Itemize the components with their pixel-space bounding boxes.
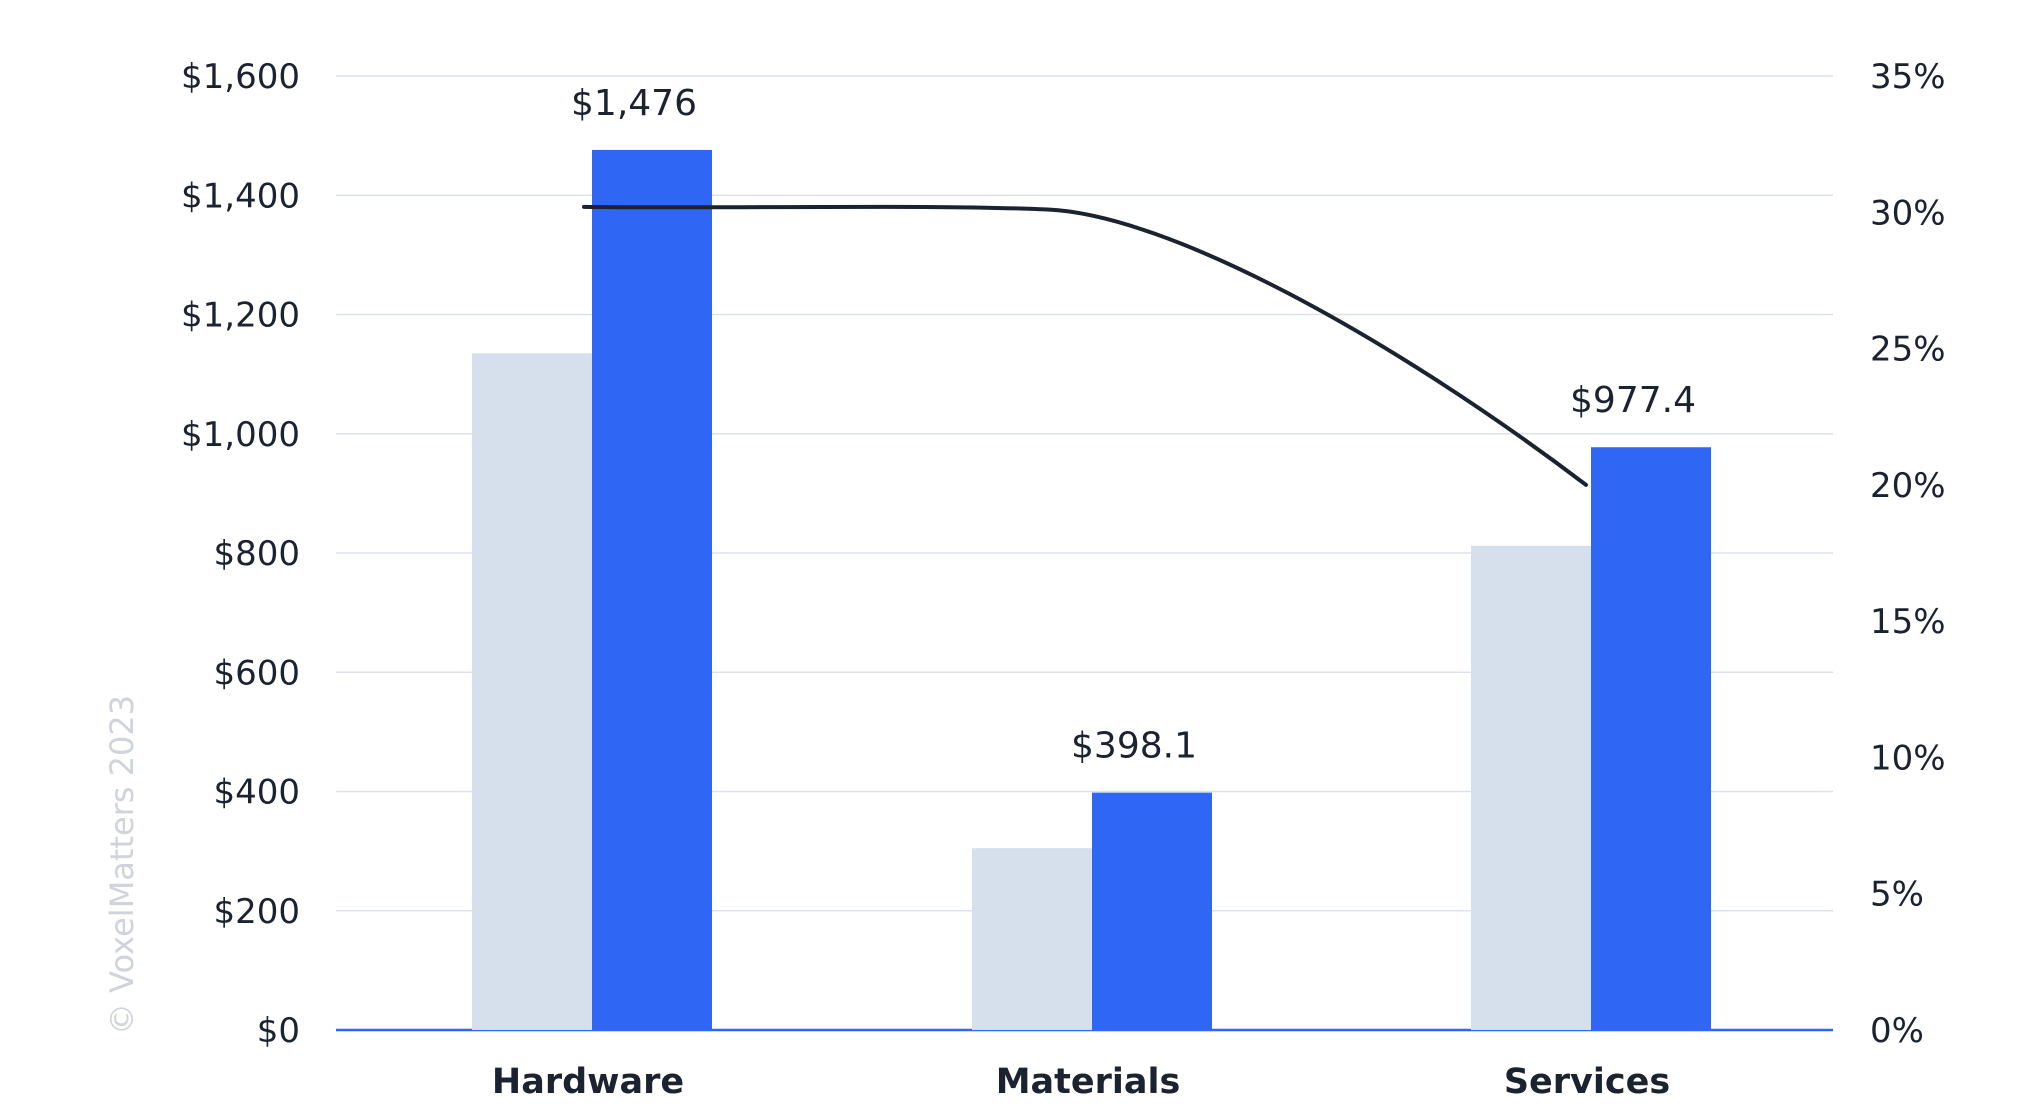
left-tick-label-6: $1,200 <box>181 296 300 336</box>
right-tick-label-3: 15% <box>1870 602 1946 642</box>
trend-line-path <box>582 204 1588 487</box>
data-label-hardware: $1,476 <box>571 83 697 124</box>
right-tick-label-7: 35% <box>1870 57 1946 97</box>
data-label-services: $977.4 <box>1570 380 1696 421</box>
bar-services-s2 <box>1591 447 1711 1031</box>
left-axis-ticks: $0 $200 $400 $600 $800 $1,000 $1,200 $1,400 $1,6… <box>181 57 300 1051</box>
left-tick-label-7: $1,400 <box>181 176 300 216</box>
left-tick-label-0: $0 <box>257 1011 300 1051</box>
watermark: © VoxelMatters 2023 <box>103 695 141 1035</box>
right-tick-label-2: 10% <box>1870 738 1946 778</box>
bar-materials-s2 <box>1092 792 1212 1030</box>
left-tick-label-4: $800 <box>213 534 300 574</box>
category-label-services: Services <box>1504 1062 1670 1102</box>
right-axis-ticks: 0% 5% 10% 15% 20% 25% 30% 35% <box>1870 57 1946 1051</box>
category-label-materials: Materials <box>996 1062 1181 1102</box>
right-tick-label-1: 5% <box>1870 875 1924 915</box>
category-labels: Hardware Materials Services <box>492 1062 1670 1102</box>
bar-hardware-s2 <box>592 149 712 1030</box>
left-tick-label-3: $600 <box>213 653 300 693</box>
right-tick-label-0: 0% <box>1870 1011 1924 1051</box>
bar-materials-s1 <box>972 848 1092 1030</box>
data-labels: $1,476 $398.1 $977.4 <box>571 83 1696 767</box>
bars <box>472 149 1711 1031</box>
left-tick-label-5: $1,000 <box>181 415 300 455</box>
left-tick-label-1: $200 <box>213 892 300 932</box>
left-tick-label-8: $1,600 <box>181 57 300 97</box>
right-tick-label-6: 30% <box>1870 193 1946 233</box>
trend-line <box>582 204 1588 487</box>
category-label-hardware: Hardware <box>492 1062 684 1102</box>
bar-hardware-s1 <box>472 353 592 1031</box>
right-tick-label-5: 25% <box>1870 330 1946 370</box>
bar-services-s1 <box>1471 545 1591 1030</box>
right-tick-label-4: 20% <box>1870 466 1946 506</box>
data-label-materials: $398.1 <box>1071 726 1197 767</box>
left-tick-label-2: $400 <box>213 773 300 813</box>
